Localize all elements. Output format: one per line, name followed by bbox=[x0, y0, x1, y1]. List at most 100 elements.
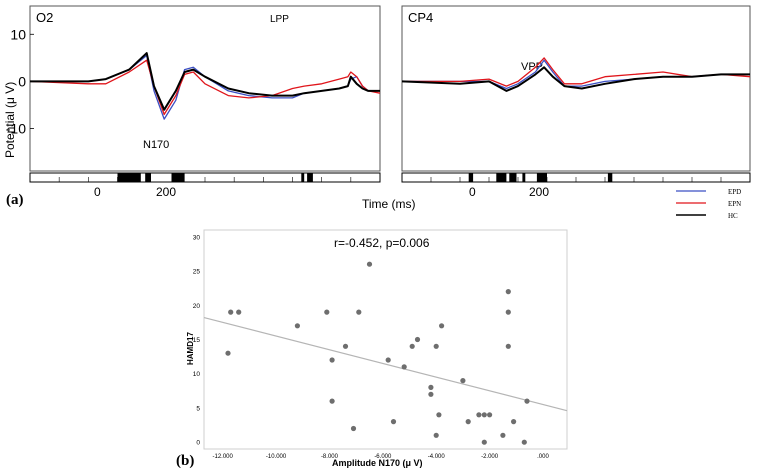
panel-a-label: (a) bbox=[6, 192, 24, 208]
scatter-frame bbox=[203, 229, 568, 450]
scatter-xtick-label: -4.000 bbox=[428, 454, 446, 460]
scatter-points bbox=[225, 261, 530, 445]
scatter-point bbox=[521, 439, 527, 445]
scatter-ytick-label: 20 bbox=[193, 303, 201, 310]
scatter-point bbox=[487, 412, 493, 418]
o2-line-epd bbox=[30, 54, 380, 120]
cp4-sig-block-4 bbox=[536, 173, 547, 182]
scatter-point bbox=[390, 419, 397, 425]
scatter-regression-line bbox=[203, 317, 568, 412]
cp4-series-lines bbox=[401, 57, 751, 92]
scatter-ytick-label: 25 bbox=[193, 269, 201, 276]
scatter-point bbox=[500, 432, 506, 438]
panel-cp4: CP4 VPP 0 200 bbox=[401, 5, 751, 199]
legend-label-epn: EPN bbox=[728, 200, 741, 208]
scatter-trendline bbox=[203, 317, 568, 412]
cp4-frame bbox=[401, 5, 751, 172]
scatter-point bbox=[324, 309, 330, 315]
cp4-sig-block-3 bbox=[522, 173, 526, 182]
o2-sig-block-4 bbox=[307, 173, 313, 182]
scatter-point bbox=[505, 309, 511, 315]
scatter-point bbox=[329, 398, 335, 404]
scatter-point bbox=[510, 419, 517, 425]
cp4-sig-block-1 bbox=[496, 173, 507, 182]
o2-n170-label: N170 bbox=[143, 139, 169, 151]
cp4-significance-bar bbox=[401, 172, 751, 183]
scatter-point bbox=[460, 378, 466, 384]
cp4-sig-block-5 bbox=[607, 173, 613, 182]
scatter-xtick-label: .000 bbox=[537, 454, 549, 460]
scatter-annotation: r=-0.452, p=0.006 bbox=[334, 236, 430, 250]
scatter-point bbox=[481, 412, 487, 418]
o2-sig-block-1 bbox=[145, 173, 151, 182]
scatter-point bbox=[228, 309, 234, 315]
scatter-axis-ticks: 0 5 10 15 20 25 30 -12.000 -10.000 -8.000 -6.000 -4… bbox=[193, 234, 550, 460]
cp4-line-epn bbox=[402, 57, 751, 87]
o2-significance-bar bbox=[29, 172, 381, 183]
scatter-point bbox=[350, 425, 357, 432]
o2-line-epn bbox=[29, 59, 381, 116]
scatter-point bbox=[356, 309, 362, 315]
scatter-ytick-label: 5 bbox=[196, 405, 200, 412]
legend-label-epd: EPD bbox=[728, 188, 741, 196]
scatter-point bbox=[409, 343, 415, 349]
scatter-point bbox=[401, 364, 407, 370]
o2-xtick-200: 200 bbox=[156, 185, 176, 199]
legend-label-hc: HC bbox=[728, 212, 738, 220]
time-axis-label: Time (ms) bbox=[362, 197, 416, 211]
o2-frame bbox=[29, 5, 381, 172]
scatter-xtick-label: -2.000 bbox=[481, 454, 499, 460]
scatter-point bbox=[428, 384, 434, 390]
cp4-sig-block-2 bbox=[509, 173, 517, 182]
scatter-point bbox=[481, 439, 487, 445]
scatter-point bbox=[505, 343, 511, 349]
cp4-line-hc bbox=[401, 66, 750, 92]
scatter-point bbox=[433, 432, 439, 438]
o2-series-lines bbox=[29, 52, 381, 120]
scatter-xtick-label: -12.000 bbox=[213, 454, 234, 460]
scatter-x-axis-label: Amplitude N170 (μ V) bbox=[332, 458, 423, 468]
scatter-ytick-label: 0 bbox=[196, 440, 200, 447]
scatter-ytick-label: 30 bbox=[193, 234, 201, 241]
scatter-point bbox=[433, 343, 439, 349]
cp4-xtick-0: 0 bbox=[469, 185, 476, 199]
o2-line-hc bbox=[30, 52, 380, 111]
o2-xtick-0: 0 bbox=[94, 185, 101, 199]
scatter-point bbox=[225, 350, 231, 356]
o2-ytick-label: 10 bbox=[10, 26, 26, 42]
o2-lpp-label: LPP bbox=[270, 14, 289, 25]
scatter-y-axis-label: HAMD17 bbox=[186, 332, 195, 365]
o2-sig-block-2 bbox=[171, 173, 185, 182]
scatter-point bbox=[476, 412, 482, 418]
scatter-point bbox=[505, 289, 511, 295]
scatter-point bbox=[342, 343, 349, 349]
cp4-xtick-200: 200 bbox=[529, 185, 549, 199]
scatter-ytick-label: 10 bbox=[193, 371, 201, 378]
scatter-point bbox=[366, 261, 373, 267]
o2-ytick-label: -10 bbox=[6, 121, 26, 137]
o2-sig-block-0 bbox=[117, 173, 141, 182]
scatter-xtick-label: -10.000 bbox=[266, 454, 287, 460]
o2-y-ticks: 10 0 -10 bbox=[6, 26, 34, 137]
scatter-point bbox=[385, 357, 391, 363]
scatter-xtick-label: -6.000 bbox=[374, 454, 392, 460]
panel-scatter: 0 5 10 15 20 25 30 -12.000 -10.000 -8.000 -6.000 -4… bbox=[176, 229, 568, 469]
scatter-point bbox=[329, 357, 335, 363]
scatter-point bbox=[436, 412, 442, 418]
panel-o2: O2 LPP 10 0 -10 N170 0 200 Potential (μ V)… bbox=[3, 5, 381, 208]
o2-ytick-label: 0 bbox=[18, 73, 26, 89]
panel-b-label: (b) bbox=[176, 453, 194, 469]
scatter-xtick-label: -8.000 bbox=[321, 454, 339, 460]
scatter-ytick-label: 15 bbox=[193, 337, 201, 344]
o2-sig-block-3 bbox=[301, 173, 305, 182]
scatter-point bbox=[439, 323, 445, 329]
scatter-point bbox=[465, 419, 471, 425]
cp4-title: CP4 bbox=[408, 10, 433, 25]
scatter-point bbox=[294, 323, 300, 329]
scatter-point bbox=[428, 391, 434, 397]
scatter-point bbox=[236, 309, 242, 315]
cp4-sig-block-0 bbox=[468, 173, 474, 182]
o2-y-axis-label: Potential (μ V) bbox=[3, 82, 17, 158]
scatter-point bbox=[524, 398, 530, 404]
